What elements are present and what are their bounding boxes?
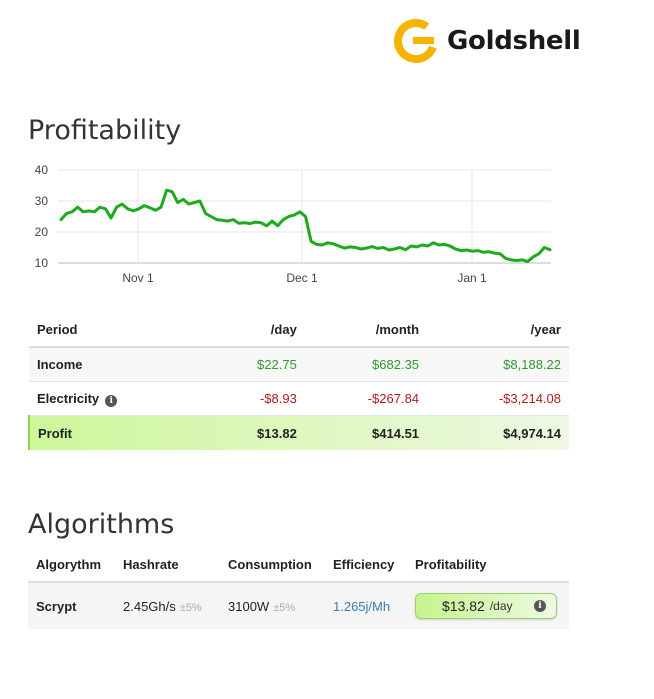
profitability-cell: $13.82 /day i — [407, 582, 569, 629]
header-day: /day — [203, 313, 305, 348]
y-tick-label: 10 — [35, 256, 49, 270]
electricity-day: -$8.93 — [203, 381, 305, 416]
profit-label: Profit — [28, 415, 204, 450]
header-efficiency: Efficiency — [325, 548, 407, 583]
electricity-month: -$267.84 — [304, 381, 428, 416]
header-algorithm: Algorythm — [28, 548, 115, 583]
profitability-pill[interactable]: $13.82 /day i — [415, 593, 557, 619]
info-icon[interactable]: i — [105, 394, 118, 407]
header-year: /year — [427, 313, 569, 348]
income-label: Income — [29, 346, 204, 382]
hashrate-cell: 2.45Gh/s ±5% — [115, 582, 220, 629]
profit-day: $13.82 — [203, 415, 305, 450]
header-consumption: Consumption — [220, 548, 325, 583]
chart-grid — [58, 169, 551, 264]
profitability-title: Profitability — [28, 115, 182, 146]
income-month: $682.35 — [304, 346, 428, 382]
x-tick-label: Jan 1 — [457, 271, 487, 285]
table-row: Scrypt 2.45Gh/s ±5% 3100W ±5% 1.265j/Mh $1… — [28, 582, 569, 629]
algorithms-title: Algorithms — [28, 509, 175, 540]
algorithms-table: Algorythm Hashrate Consumption Efficienc… — [28, 548, 569, 629]
income-row: Income $22.75 $682.35 $8,188.22 — [29, 346, 569, 382]
income-year: $8,188.22 — [427, 346, 569, 382]
profit-month: $414.51 — [304, 415, 428, 450]
electricity-cell: Electricity i — [29, 381, 204, 416]
header-profitability: Profitability — [407, 548, 569, 583]
profitability-chart: 10 20 30 40 Nov 1 Dec 1 Jan 1 — [35, 163, 552, 285]
header-period: Period — [29, 313, 204, 348]
algorithm-name: Scrypt — [28, 582, 115, 629]
profitability-table: Period /day /month /year Income $22.75 $… — [28, 313, 569, 450]
chart-y-axis: 10 20 30 40 — [35, 163, 49, 270]
electricity-label: Electricity — [37, 390, 100, 406]
table-header-row: Period /day /month /year — [29, 313, 569, 348]
header-month: /month — [304, 313, 428, 348]
brand-name: Goldshell — [447, 26, 581, 56]
income-day: $22.75 — [203, 346, 305, 382]
y-tick-label: 40 — [35, 163, 49, 177]
header-hashrate: Hashrate — [115, 548, 220, 583]
profitability-series-line — [59, 188, 552, 263]
y-tick-label: 30 — [35, 194, 49, 208]
hashrate-tolerance: ±5% — [179, 601, 202, 614]
profit-row: Profit $13.82 $414.51 $4,974.14 — [28, 415, 569, 450]
x-tick-label: Dec 1 — [286, 271, 318, 285]
profit-unit: /day — [489, 599, 513, 613]
info-icon[interactable]: i — [534, 600, 546, 612]
goldshell-g-logo-icon — [394, 19, 438, 63]
goldshell-logo: Goldshell — [393, 18, 581, 64]
consumption-tolerance: ±5% — [273, 601, 296, 614]
x-tick-label: Nov 1 — [122, 271, 154, 285]
electricity-year: -$3,214.08 — [427, 381, 569, 416]
consumption-value: 3100W — [228, 598, 270, 614]
consumption-cell: 3100W ±5% — [220, 582, 325, 629]
chart-x-axis: Nov 1 Dec 1 Jan 1 — [122, 271, 487, 285]
hashrate-value: 2.45Gh/s — [123, 598, 176, 614]
profit-year: $4,974.14 — [427, 415, 569, 450]
efficiency-value: 1.265j/Mh — [325, 582, 407, 629]
profit-value: $13.82 — [442, 598, 485, 614]
y-tick-label: 20 — [35, 225, 49, 239]
electricity-row: Electricity i -$8.93 -$267.84 -$3,214.08 — [29, 381, 569, 416]
table-header-row: Algorythm Hashrate Consumption Efficienc… — [28, 548, 569, 583]
